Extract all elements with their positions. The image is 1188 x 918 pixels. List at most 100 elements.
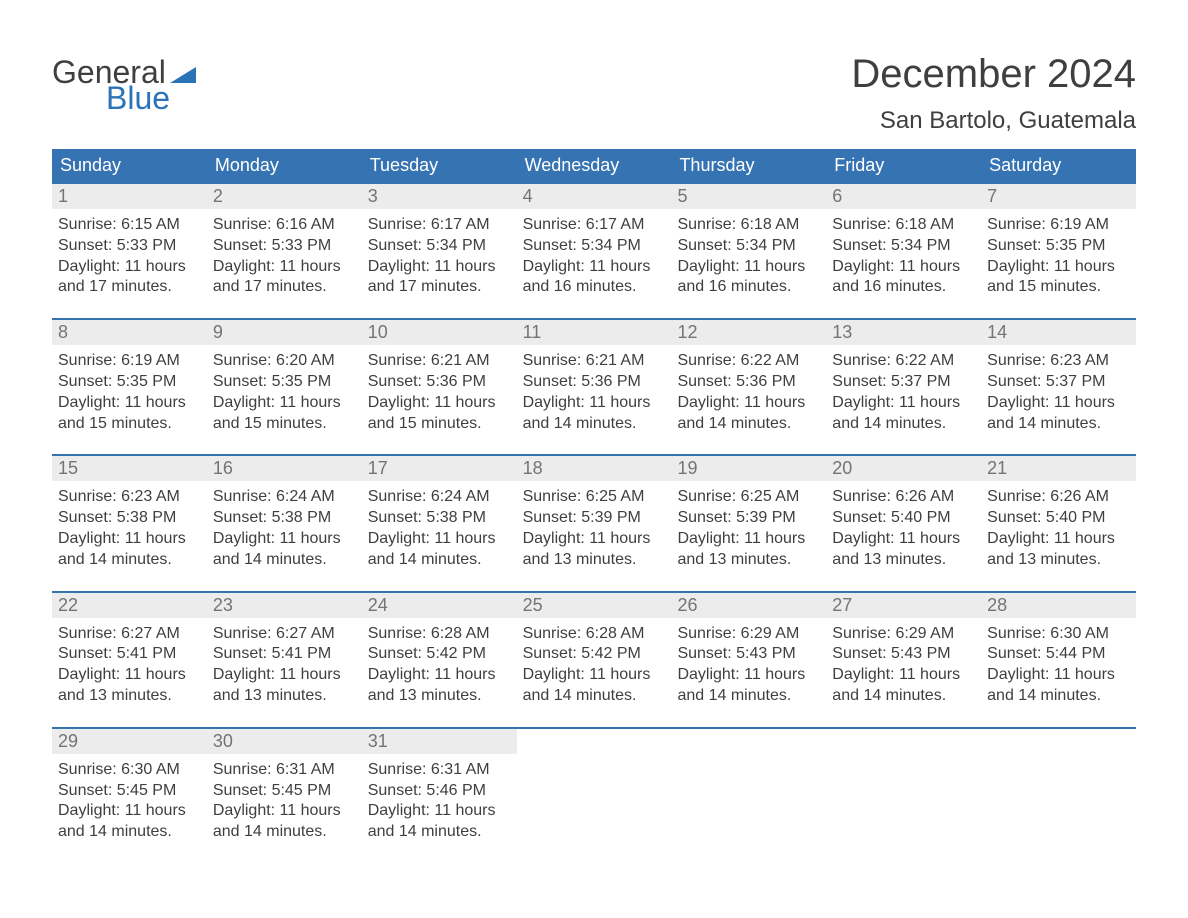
day-body: Sunrise: 6:31 AMSunset: 5:45 PMDaylight:… bbox=[207, 754, 362, 847]
daylight-line-1: Daylight: 11 hours bbox=[213, 529, 356, 550]
daylight-line-1: Daylight: 11 hours bbox=[987, 665, 1130, 686]
sunrise-text: Sunrise: 6:30 AM bbox=[58, 760, 201, 781]
sunrise-text: Sunrise: 6:17 AM bbox=[523, 215, 666, 236]
sunrise-text: Sunrise: 6:23 AM bbox=[58, 487, 201, 508]
sunrise-text: Sunrise: 6:26 AM bbox=[987, 487, 1130, 508]
day-number: 4 bbox=[517, 184, 672, 209]
daylight-line-2: and 14 minutes. bbox=[213, 550, 356, 571]
sunrise-text: Sunrise: 6:18 AM bbox=[832, 215, 975, 236]
daylight-line-2: and 13 minutes. bbox=[987, 550, 1130, 571]
sunset-text: Sunset: 5:43 PM bbox=[677, 644, 820, 665]
sunset-text: Sunset: 5:38 PM bbox=[368, 508, 511, 529]
calendar-cell: 9Sunrise: 6:20 AMSunset: 5:35 PMDaylight… bbox=[207, 320, 362, 438]
daylight-line-1: Daylight: 11 hours bbox=[832, 665, 975, 686]
day-number: 16 bbox=[207, 456, 362, 481]
sunrise-text: Sunrise: 6:19 AM bbox=[58, 351, 201, 372]
brand-triangle-icon bbox=[170, 67, 196, 83]
weekday-label: Friday bbox=[826, 149, 981, 182]
day-body: Sunrise: 6:20 AMSunset: 5:35 PMDaylight:… bbox=[207, 345, 362, 438]
day-number: 25 bbox=[517, 593, 672, 618]
daylight-line-1: Daylight: 11 hours bbox=[368, 393, 511, 414]
day-number: 29 bbox=[52, 729, 207, 754]
calendar-cell: 23Sunrise: 6:27 AMSunset: 5:41 PMDayligh… bbox=[207, 593, 362, 711]
sunrise-text: Sunrise: 6:21 AM bbox=[368, 351, 511, 372]
calendar-cell: 10Sunrise: 6:21 AMSunset: 5:36 PMDayligh… bbox=[362, 320, 517, 438]
daylight-line-1: Daylight: 11 hours bbox=[987, 393, 1130, 414]
daylight-line-1: Daylight: 11 hours bbox=[832, 529, 975, 550]
calendar-cell: 3Sunrise: 6:17 AMSunset: 5:34 PMDaylight… bbox=[362, 184, 517, 302]
daylight-line-1: Daylight: 11 hours bbox=[368, 665, 511, 686]
weekday-label: Thursday bbox=[671, 149, 826, 182]
daylight-line-2: and 13 minutes. bbox=[58, 686, 201, 707]
sunset-text: Sunset: 5:39 PM bbox=[677, 508, 820, 529]
weekday-label: Wednesday bbox=[517, 149, 672, 182]
daylight-line-2: and 15 minutes. bbox=[987, 277, 1130, 298]
sunrise-text: Sunrise: 6:18 AM bbox=[677, 215, 820, 236]
day-number: 1 bbox=[52, 184, 207, 209]
day-body: Sunrise: 6:30 AMSunset: 5:44 PMDaylight:… bbox=[981, 618, 1136, 711]
sunset-text: Sunset: 5:41 PM bbox=[213, 644, 356, 665]
sunrise-text: Sunrise: 6:16 AM bbox=[213, 215, 356, 236]
day-number: 13 bbox=[826, 320, 981, 345]
day-number: 21 bbox=[981, 456, 1136, 481]
day-body: Sunrise: 6:18 AMSunset: 5:34 PMDaylight:… bbox=[826, 209, 981, 302]
day-body: Sunrise: 6:17 AMSunset: 5:34 PMDaylight:… bbox=[362, 209, 517, 302]
day-body: Sunrise: 6:28 AMSunset: 5:42 PMDaylight:… bbox=[362, 618, 517, 711]
daylight-line-1: Daylight: 11 hours bbox=[58, 257, 201, 278]
sunset-text: Sunset: 5:42 PM bbox=[368, 644, 511, 665]
day-number: 15 bbox=[52, 456, 207, 481]
daylight-line-1: Daylight: 11 hours bbox=[58, 665, 201, 686]
day-body: Sunrise: 6:19 AMSunset: 5:35 PMDaylight:… bbox=[981, 209, 1136, 302]
day-body: Sunrise: 6:23 AMSunset: 5:37 PMDaylight:… bbox=[981, 345, 1136, 438]
sunset-text: Sunset: 5:34 PM bbox=[368, 236, 511, 257]
daylight-line-1: Daylight: 11 hours bbox=[832, 257, 975, 278]
day-number: 30 bbox=[207, 729, 362, 754]
day-number: 27 bbox=[826, 593, 981, 618]
day-number: 12 bbox=[671, 320, 826, 345]
sunrise-text: Sunrise: 6:17 AM bbox=[368, 215, 511, 236]
calendar-cell: 11Sunrise: 6:21 AMSunset: 5:36 PMDayligh… bbox=[517, 320, 672, 438]
brand-blue: Blue bbox=[106, 82, 196, 114]
day-body: Sunrise: 6:21 AMSunset: 5:36 PMDaylight:… bbox=[517, 345, 672, 438]
daylight-line-2: and 14 minutes. bbox=[987, 414, 1130, 435]
day-number: 28 bbox=[981, 593, 1136, 618]
day-body: Sunrise: 6:18 AMSunset: 5:34 PMDaylight:… bbox=[671, 209, 826, 302]
sunrise-text: Sunrise: 6:23 AM bbox=[987, 351, 1130, 372]
day-number: 17 bbox=[362, 456, 517, 481]
calendar-cell: 29Sunrise: 6:30 AMSunset: 5:45 PMDayligh… bbox=[52, 729, 207, 847]
calendar-cell: 14Sunrise: 6:23 AMSunset: 5:37 PMDayligh… bbox=[981, 320, 1136, 438]
day-number: 10 bbox=[362, 320, 517, 345]
calendar-cell: 28Sunrise: 6:30 AMSunset: 5:44 PMDayligh… bbox=[981, 593, 1136, 711]
daylight-line-2: and 14 minutes. bbox=[832, 686, 975, 707]
day-body: Sunrise: 6:17 AMSunset: 5:34 PMDaylight:… bbox=[517, 209, 672, 302]
header: General Blue December 2024 San Bartolo, … bbox=[52, 52, 1136, 135]
calendar-cell: 5Sunrise: 6:18 AMSunset: 5:34 PMDaylight… bbox=[671, 184, 826, 302]
calendar-cell: 6Sunrise: 6:18 AMSunset: 5:34 PMDaylight… bbox=[826, 184, 981, 302]
sunset-text: Sunset: 5:34 PM bbox=[832, 236, 975, 257]
month-title: December 2024 bbox=[851, 52, 1136, 97]
daylight-line-1: Daylight: 11 hours bbox=[213, 665, 356, 686]
daylight-line-1: Daylight: 11 hours bbox=[523, 665, 666, 686]
calendar-week: 1Sunrise: 6:15 AMSunset: 5:33 PMDaylight… bbox=[52, 182, 1136, 302]
sunset-text: Sunset: 5:37 PM bbox=[832, 372, 975, 393]
daylight-line-1: Daylight: 11 hours bbox=[987, 529, 1130, 550]
daylight-line-1: Daylight: 11 hours bbox=[368, 801, 511, 822]
calendar-cell: 15Sunrise: 6:23 AMSunset: 5:38 PMDayligh… bbox=[52, 456, 207, 574]
title-block: December 2024 San Bartolo, Guatemala bbox=[851, 52, 1136, 135]
day-body: Sunrise: 6:27 AMSunset: 5:41 PMDaylight:… bbox=[52, 618, 207, 711]
day-number: 11 bbox=[517, 320, 672, 345]
sunrise-text: Sunrise: 6:26 AM bbox=[832, 487, 975, 508]
sunset-text: Sunset: 5:36 PM bbox=[677, 372, 820, 393]
sunset-text: Sunset: 5:45 PM bbox=[58, 781, 201, 802]
daylight-line-1: Daylight: 11 hours bbox=[987, 257, 1130, 278]
calendar-cell: . bbox=[826, 729, 981, 847]
sunset-text: Sunset: 5:42 PM bbox=[523, 644, 666, 665]
day-body: Sunrise: 6:16 AMSunset: 5:33 PMDaylight:… bbox=[207, 209, 362, 302]
day-number: 19 bbox=[671, 456, 826, 481]
daylight-line-2: and 14 minutes. bbox=[677, 414, 820, 435]
day-body: Sunrise: 6:15 AMSunset: 5:33 PMDaylight:… bbox=[52, 209, 207, 302]
calendar-cell: 24Sunrise: 6:28 AMSunset: 5:42 PMDayligh… bbox=[362, 593, 517, 711]
calendar-cell: 12Sunrise: 6:22 AMSunset: 5:36 PMDayligh… bbox=[671, 320, 826, 438]
daylight-line-2: and 14 minutes. bbox=[58, 550, 201, 571]
day-body: Sunrise: 6:24 AMSunset: 5:38 PMDaylight:… bbox=[362, 481, 517, 574]
